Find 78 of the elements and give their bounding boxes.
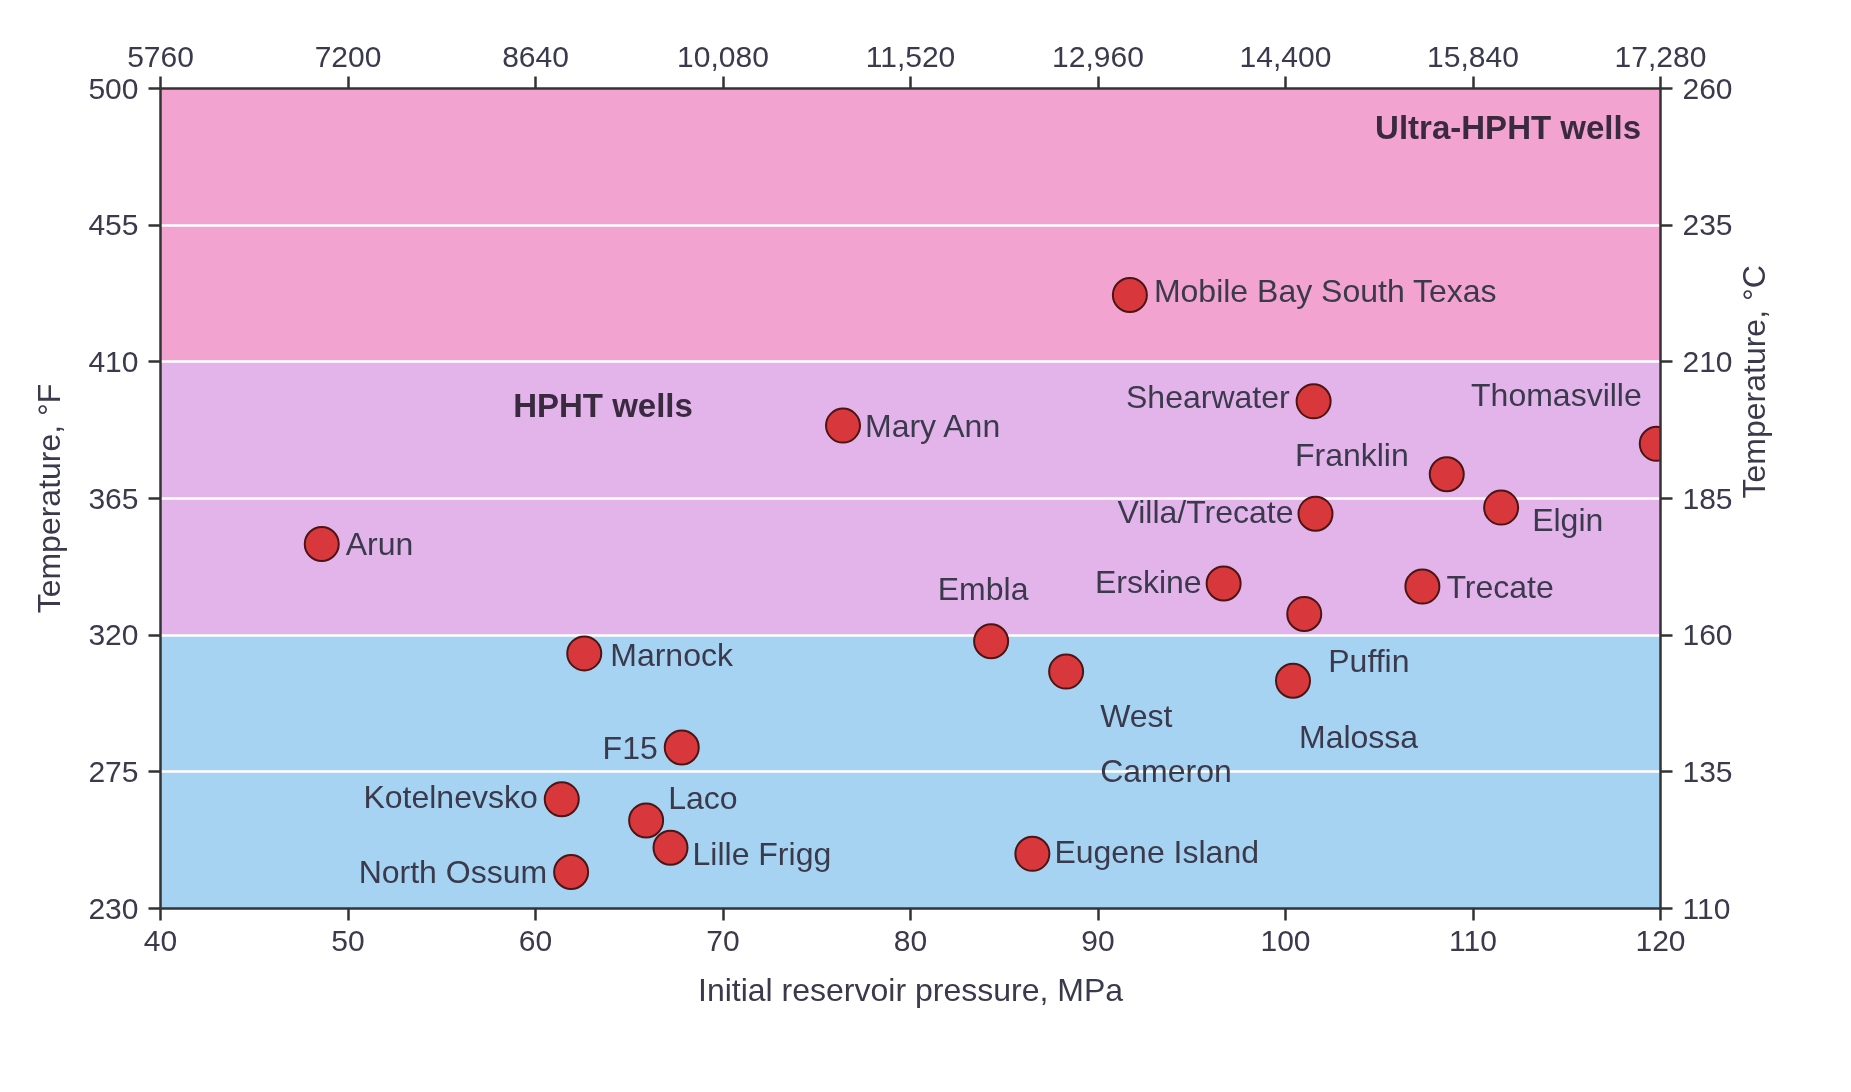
point xyxy=(1428,456,1465,493)
y-tick-label: 275 xyxy=(88,754,139,788)
x-tick-label: 100 xyxy=(1260,923,1311,957)
point xyxy=(652,829,689,866)
data-label: North Ossum xyxy=(358,854,548,891)
annotation: HPHT wells xyxy=(513,387,693,425)
data-label: Laco xyxy=(668,780,738,817)
data-label: Arun xyxy=(345,526,414,563)
point xyxy=(663,729,700,766)
data-label: Mobile Bay South Texas xyxy=(1153,273,1497,310)
x2-tick-label: 14,400 xyxy=(1239,39,1332,73)
data-label: Franklin xyxy=(1294,437,1409,474)
point xyxy=(1286,595,1323,632)
point xyxy=(303,526,340,563)
data-label: Thomasville xyxy=(1471,376,1642,413)
y2-tick-label: 185 xyxy=(1682,481,1733,515)
y-tick-label: 230 xyxy=(88,891,139,925)
point xyxy=(1205,565,1242,602)
point xyxy=(1483,489,1520,526)
data-label: Lille Frigg xyxy=(692,835,832,872)
x-axis-title: Initial reservoir pressure, MPa xyxy=(697,971,1124,1008)
point xyxy=(1111,277,1148,313)
y2-tick-label: 160 xyxy=(1682,618,1733,652)
x2-tick-label: 8640 xyxy=(502,39,569,73)
y-tick-label: 500 xyxy=(88,71,139,105)
x-tick-label: 40 xyxy=(143,923,178,957)
data-label: Mary Ann xyxy=(865,407,1001,444)
y2-tick-label: 210 xyxy=(1682,344,1733,378)
point xyxy=(825,407,861,444)
data-label: Embla xyxy=(937,571,1029,608)
point xyxy=(566,635,603,672)
x-tick-label: 90 xyxy=(1081,923,1115,957)
x2-tick-label: 5760 xyxy=(127,39,194,73)
x-tick-label: 80 xyxy=(893,923,928,957)
y2-tick-label: 135 xyxy=(1682,754,1733,788)
data-label: Erskine xyxy=(1094,563,1202,600)
annotation: Ultra-HPHT wells xyxy=(1375,108,1642,146)
y2-axis-title: Temperature, °C xyxy=(1735,265,1772,499)
data-label: Puffin xyxy=(1328,642,1410,679)
y-axis-title: Temperature, °F xyxy=(31,383,68,614)
x2-tick-label: 7200 xyxy=(314,39,382,73)
data-label: F15 xyxy=(602,729,658,766)
x-tick-label: 50 xyxy=(331,923,365,957)
x2-tick-label: 10,080 xyxy=(677,39,769,73)
point xyxy=(1275,662,1311,699)
point xyxy=(973,623,1010,660)
x-tick-label: 60 xyxy=(518,923,553,957)
y-tick-label: 365 xyxy=(88,481,139,515)
x-tick-label: 70 xyxy=(706,923,740,957)
y-tick-label: 320 xyxy=(88,618,139,652)
data-label: Marnock xyxy=(610,637,734,674)
point xyxy=(628,802,665,839)
x-tick-label: 120 xyxy=(1635,923,1686,957)
data-label: Villa/Trecate xyxy=(1117,493,1294,530)
x2-tick-label: 12,960 xyxy=(1052,39,1144,73)
data-label: Malossa xyxy=(1299,718,1419,755)
y2-tick-label: 110 xyxy=(1682,891,1731,925)
y-tick-label: 410 xyxy=(88,344,139,378)
point xyxy=(1297,495,1334,532)
data-label: Eugene Island xyxy=(1054,833,1259,870)
point xyxy=(1048,653,1085,690)
y2-tick-label: 235 xyxy=(1682,208,1733,242)
point xyxy=(1014,835,1051,872)
x-tick-label: 110 xyxy=(1449,923,1497,957)
point xyxy=(1404,568,1441,605)
y2-tick-label: 260 xyxy=(1682,71,1733,105)
point xyxy=(1295,383,1332,420)
y-tick-label: 455 xyxy=(88,208,139,242)
x2-tick-label: 15,840 xyxy=(1427,39,1519,73)
point xyxy=(553,854,590,891)
data-label: Trecate xyxy=(1446,568,1554,605)
data-label: Kotelnevsko xyxy=(363,779,538,816)
point xyxy=(543,781,580,818)
data-label: West Cameron xyxy=(1100,697,1232,790)
x2-tick-label: 11,520 xyxy=(865,39,956,73)
x2-tick-label: 17,280 xyxy=(1614,39,1707,73)
data-label: Shearwater xyxy=(1125,379,1290,416)
data-label: Elgin xyxy=(1532,501,1604,538)
